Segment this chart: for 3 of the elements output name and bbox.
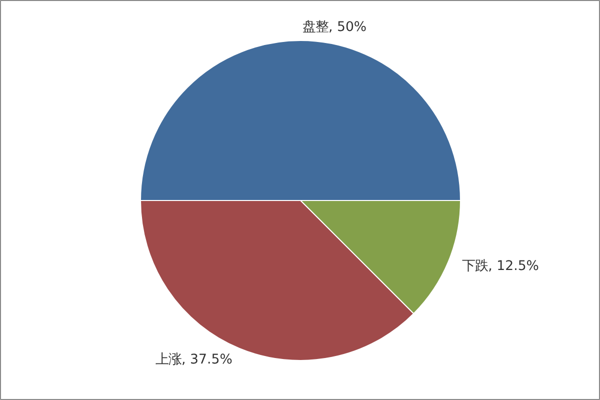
slice-label: 下跌, 12.5% bbox=[462, 259, 539, 274]
slice-label: 上涨, 37.5% bbox=[156, 352, 232, 368]
slice-label: 盘整, 50% bbox=[302, 20, 367, 36]
